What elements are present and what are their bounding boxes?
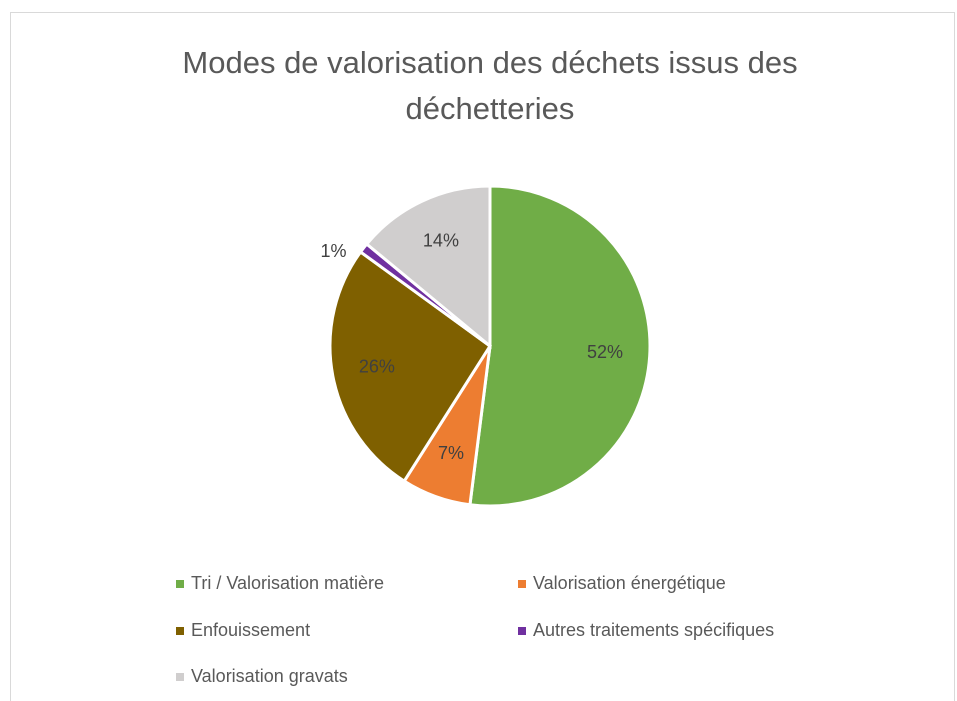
data-label: 14% bbox=[423, 231, 459, 251]
data-label: 26% bbox=[359, 356, 395, 376]
chart-title: Modes de valorisation des déchets issus … bbox=[182, 45, 798, 126]
pie-slice bbox=[328, 249, 493, 484]
pie-slice bbox=[364, 184, 492, 350]
legend-label: Enfouissement bbox=[191, 620, 310, 640]
legend-marker bbox=[518, 580, 526, 588]
legend-marker bbox=[176, 580, 184, 588]
pie-slice bbox=[468, 184, 652, 508]
data-label: 52% bbox=[587, 342, 623, 362]
data-label: 7% bbox=[438, 443, 464, 463]
legend-label: Valorisation énergétique bbox=[533, 573, 726, 593]
legend-marker bbox=[176, 673, 184, 681]
legend-label: Valorisation gravats bbox=[191, 666, 348, 686]
data-label: 1% bbox=[321, 241, 347, 261]
legend-marker bbox=[518, 627, 526, 635]
legend-label: Autres traitements spécifiques bbox=[533, 620, 774, 640]
legend-label: Tri / Valorisation matière bbox=[191, 573, 384, 593]
chart-frame bbox=[10, 12, 955, 701]
legend-marker bbox=[176, 627, 184, 635]
